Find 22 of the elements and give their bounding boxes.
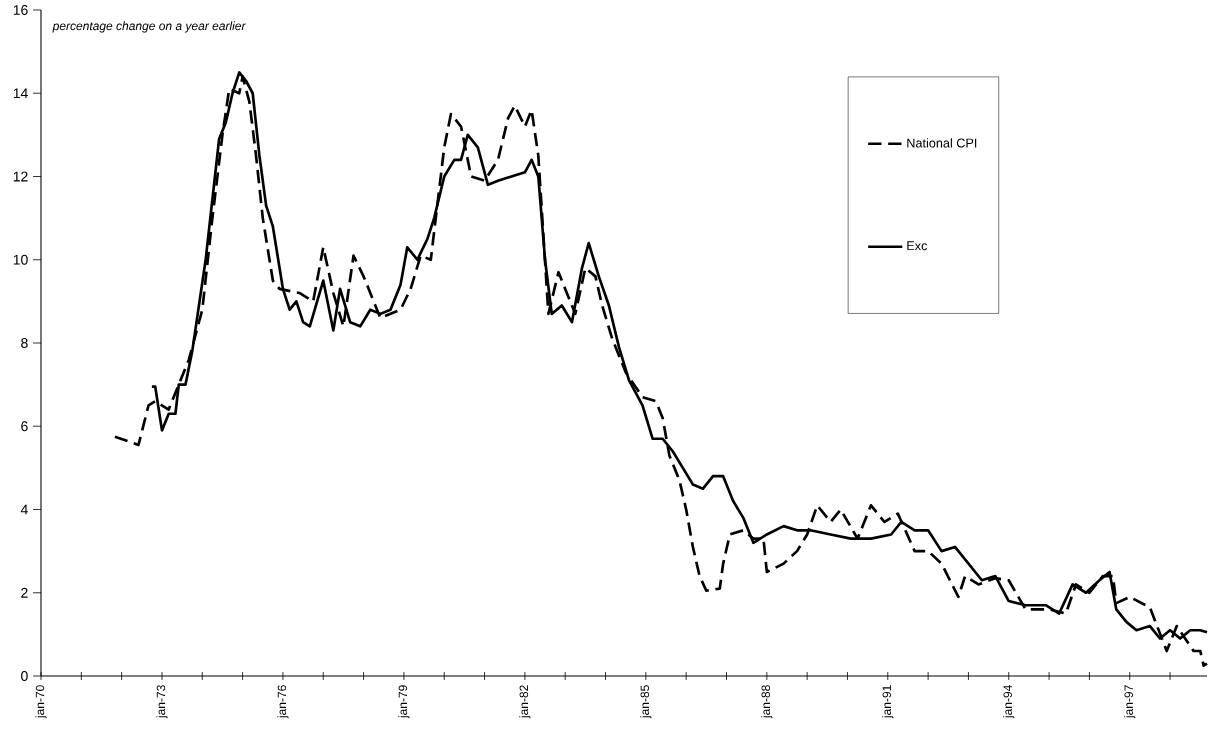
- x-tick-label: jan-97: [1124, 685, 1136, 719]
- x-tick-label: jan-85: [640, 685, 652, 719]
- x-tick-label: jan-91: [882, 685, 894, 719]
- x-tick-label: jan-76: [277, 685, 289, 719]
- y-tick-label: 6: [21, 421, 28, 432]
- x-tick-label: jan-70: [35, 685, 47, 719]
- y-tick-label: 4: [20, 504, 28, 515]
- legend-label: National CPI: [907, 138, 977, 148]
- y-tick-label: 10: [13, 254, 28, 265]
- y-tick-label: 16: [13, 5, 28, 15]
- x-tick-label: jan-79: [398, 685, 410, 719]
- y-tick-label: 12: [13, 171, 28, 182]
- x-tick-label: jan-88: [761, 685, 773, 719]
- y-axis-title: percentage change on a year earlier: [52, 21, 246, 33]
- x-tick-label: jan-82: [519, 685, 531, 719]
- x-tick-label: jan-94: [1003, 685, 1015, 719]
- y-tick-label: 0: [21, 671, 28, 681]
- y-tick-label: 2: [21, 587, 28, 598]
- legend-label: Exc: [907, 241, 928, 251]
- y-tick-label: 8: [21, 338, 28, 348]
- y-tick-label: 14: [13, 88, 28, 99]
- x-tick-label: jan-73: [156, 685, 168, 719]
